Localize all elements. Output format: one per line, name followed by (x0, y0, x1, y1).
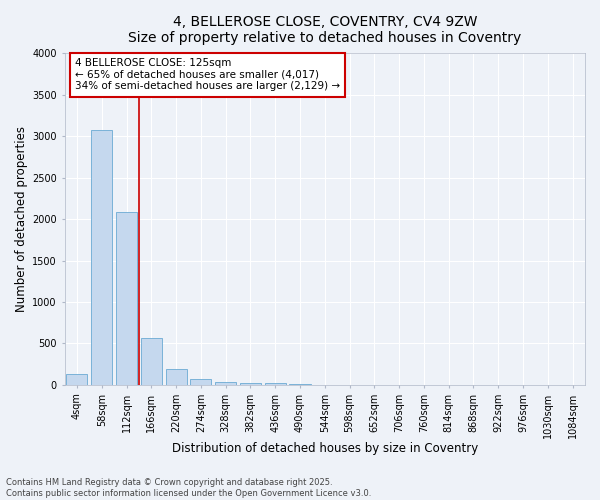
Bar (240, 383, 261, 385)
Text: Contains HM Land Registry data © Crown copyright and database right 2025.
Contai: Contains HM Land Registry data © Crown c… (6, 478, 371, 498)
Text: 4 BELLEROSE CLOSE: 125sqm
← 65% of detached houses are smaller (4,017)
34% of se: 4 BELLEROSE CLOSE: 125sqm ← 65% of detac… (75, 58, 340, 92)
Bar (116, 212, 137, 385)
Title: 4, BELLEROSE CLOSE, COVENTRY, CV4 9ZW
Size of property relative to detached hous: 4, BELLEROSE CLOSE, COVENTRY, CV4 9ZW Si… (128, 15, 521, 45)
Bar (91, 130, 112, 385)
Bar (190, 379, 211, 385)
Bar (166, 369, 187, 385)
Y-axis label: Number of detached properties: Number of detached properties (15, 126, 28, 312)
Bar (215, 382, 236, 385)
Bar (265, 384, 286, 385)
Bar (67, 374, 88, 385)
X-axis label: Distribution of detached houses by size in Coventry: Distribution of detached houses by size … (172, 442, 478, 455)
Bar (141, 338, 162, 385)
Bar (289, 384, 311, 385)
